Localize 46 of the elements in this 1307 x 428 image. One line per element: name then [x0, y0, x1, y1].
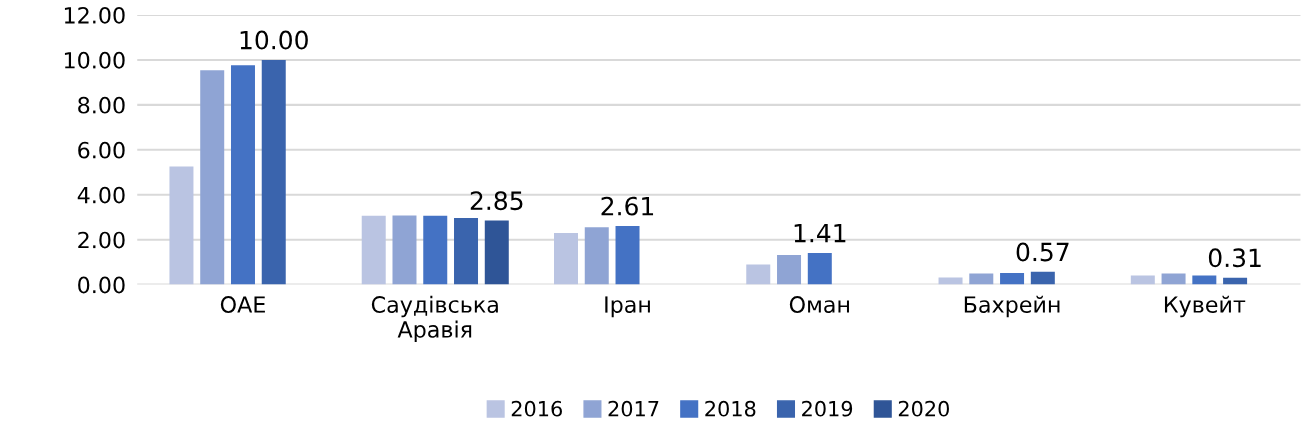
data-label: 0.57 — [1016, 242, 1069, 262]
y-tick-label: 10.00 — [64, 51, 125, 69]
bar — [454, 217, 479, 285]
bar — [1030, 271, 1055, 285]
legend-label: 2020 — [898, 400, 949, 417]
bar — [1130, 275, 1155, 285]
bar — [1161, 273, 1186, 285]
legend-label: 2018 — [705, 400, 756, 417]
bar — [938, 277, 963, 285]
bar — [261, 59, 286, 285]
x-tick-label: Оман — [789, 296, 849, 313]
y-tick-label: 4.00 — [77, 186, 125, 204]
bar — [169, 166, 194, 285]
legend-label: 2016 — [511, 400, 562, 417]
bar — [969, 273, 994, 285]
bar — [1000, 272, 1025, 285]
bar — [200, 70, 225, 285]
x-tick-label: Кувейт — [1164, 295, 1246, 318]
bar — [807, 252, 832, 285]
data-label: 1.41 — [794, 223, 846, 243]
bar — [777, 254, 802, 285]
y-tick-label: 6.00 — [78, 141, 125, 159]
y-tick-label: 8.00 — [78, 96, 125, 114]
data-label: 2.61 — [601, 196, 654, 216]
x-tick-label: Бахрейн — [964, 295, 1060, 318]
y-tick-label: 2.00 — [78, 231, 125, 249]
data-label: 2.85 — [470, 191, 523, 211]
x-tick-label: Саудівська Аравія — [371, 295, 498, 343]
bar — [361, 215, 386, 285]
bar — [423, 215, 448, 285]
y-tick-label: 12.00 — [64, 6, 125, 24]
bar — [392, 215, 417, 285]
x-tick-label: Іран — [605, 296, 650, 318]
bar — [615, 225, 640, 285]
legend-label: 2017 — [608, 400, 659, 417]
bar — [554, 232, 578, 285]
bar — [746, 264, 771, 285]
legend-label: 2019 — [802, 400, 853, 417]
bar — [484, 220, 509, 285]
data-label: 10.00 — [240, 30, 308, 50]
y-tick-label: 0.00 — [78, 276, 125, 294]
x-tick-label: ОАЕ — [220, 296, 265, 313]
bar — [584, 227, 609, 285]
data-label: 0.31 — [1208, 248, 1261, 268]
bar — [230, 65, 255, 285]
bar — [1192, 275, 1217, 285]
